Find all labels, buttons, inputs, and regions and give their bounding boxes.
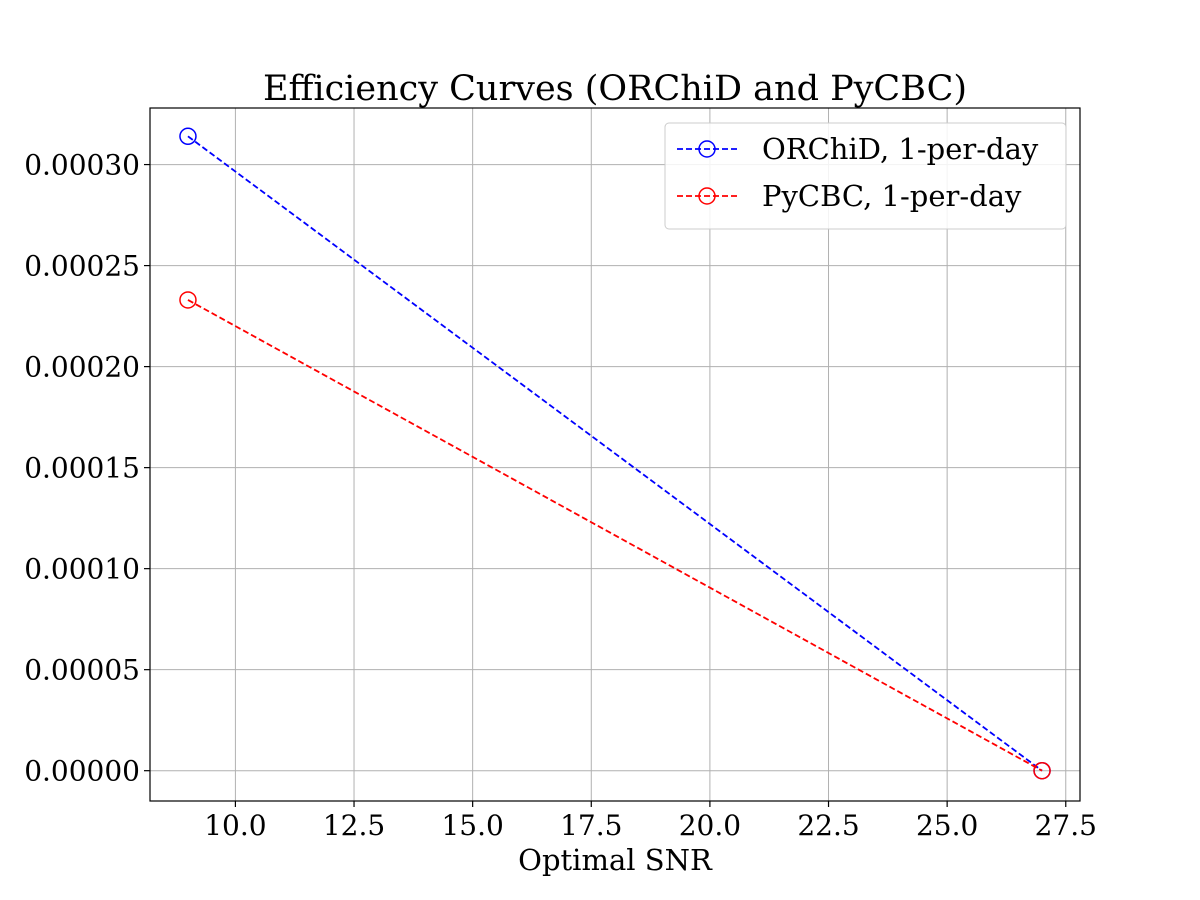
legend-entry-label: ORChiD, 1-per-day [762,132,1039,166]
y-tick-label: 0.00010 [24,553,140,586]
data-point-marker [179,127,197,146]
x-axis-ticks: 10.0 12.5 15.0 17.5 20.0 22.5 25.0 27.5 [204,801,1097,842]
x-axis-label: Optimal SNR [518,843,713,877]
chart-title: Efficiency Curves (ORChiD and PyCBC) [263,69,967,109]
x-tick-label: 15.0 [441,809,503,842]
y-axis-ticks: 0.00000 0.00005 0.00010 0.00015 0.00020 0.000… [24,149,150,788]
plot-area-frame [149,107,1081,802]
y-tick-label: 0.00000 [24,755,140,788]
x-tick-label: 27.5 [1035,809,1097,842]
x-tick-label: 25.0 [916,809,978,842]
y-tick-label: 0.00015 [24,452,140,485]
legend-entry-label: PyCBC, 1-per-day [762,179,1022,213]
y-tick-label: 0.00005 [24,654,140,687]
y-tick-label: 0.00025 [24,250,140,283]
x-tick-label: 22.5 [797,809,859,842]
plot-series [179,127,1051,780]
legend: ORChiD, 1-per-day PyCBC, 1-per-day [664,122,1067,230]
y-tick-label: 0.00020 [24,351,140,384]
data-point-marker [1033,761,1051,780]
y-tick-label: 0.00030 [24,149,140,182]
series-line [187,299,1043,772]
legend-marker-swatch [698,187,716,205]
x-tick-label: 17.5 [560,809,622,842]
x-tick-label: 12.5 [323,809,385,842]
x-tick-label: 20.0 [679,809,741,842]
x-tick-label: 10.0 [204,809,266,842]
series-pycbc [179,291,1051,780]
legend-frame [664,122,1067,230]
legend-marker-swatch [698,140,716,158]
series-line [187,135,1043,772]
data-point-marker [179,291,197,309]
